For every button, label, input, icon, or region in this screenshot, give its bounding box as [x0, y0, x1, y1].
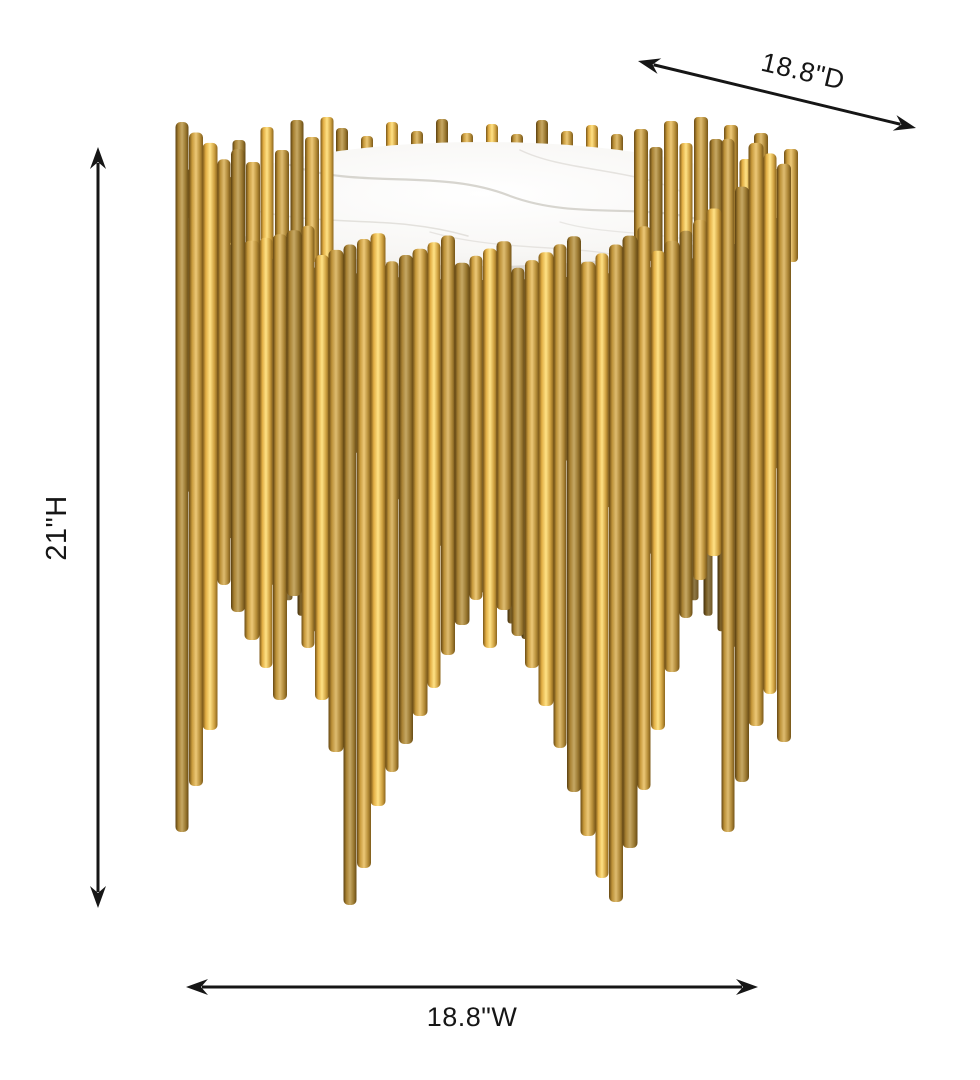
gold-rod [231, 149, 245, 612]
dimension-line [653, 63, 901, 126]
gold-rod [175, 122, 189, 832]
gold-rod [290, 120, 304, 262]
gold-rod [664, 240, 680, 672]
width-dimension-arrow: 18.8"W [186, 979, 758, 1032]
gold-rod [454, 262, 470, 625]
gold-rod [595, 253, 609, 879]
gold-rod [706, 208, 722, 556]
gold-rod [320, 117, 334, 262]
front-fringe-rods [175, 122, 791, 905]
gold-rod [679, 230, 693, 618]
gold-rod [260, 127, 274, 262]
gold-rod [511, 267, 525, 636]
gold-rod [748, 142, 764, 726]
gold-rod [202, 142, 218, 730]
gold-rod [328, 249, 344, 752]
marble-surface [205, 142, 761, 266]
gold-rod [275, 150, 289, 262]
gold-rod [246, 162, 260, 262]
height-dimension-arrow: 21"H [41, 147, 106, 908]
side-table-image [175, 117, 798, 905]
gold-rod [370, 233, 386, 806]
gold-rod [664, 121, 678, 262]
gold-rod [286, 230, 302, 596]
gold-rod [273, 234, 287, 701]
gold-rod [735, 186, 749, 783]
gold-rod [412, 248, 428, 716]
gold-rod [385, 261, 399, 772]
depth-dimension-label: 18.8"D [758, 47, 847, 96]
gold-rod [441, 235, 455, 655]
gold-rod [567, 236, 581, 792]
gold-rod [693, 219, 707, 580]
gold-rod [244, 240, 260, 640]
gold-rod [721, 138, 735, 833]
gold-rod [301, 225, 315, 649]
gold-rod [777, 163, 791, 743]
gold-rod [217, 159, 231, 586]
gold-rod [580, 261, 596, 836]
height-dimension-label: 21"H [41, 495, 73, 561]
arrowhead [892, 115, 916, 131]
width-dimension-label: 18.8"W [427, 1002, 518, 1032]
depth-dimension-arrow: 18.8"D [638, 47, 916, 131]
gold-rod [189, 132, 203, 786]
arrowhead [638, 58, 662, 74]
gold-rod [357, 239, 371, 868]
gold-rod [483, 248, 497, 648]
gold-rod [609, 244, 623, 902]
gold-rod [637, 226, 651, 791]
gold-rod [315, 255, 329, 700]
arrowhead [736, 979, 758, 995]
gold-rod [538, 252, 554, 707]
arrowhead [90, 886, 106, 908]
gold-rod [469, 255, 483, 600]
gold-rod [399, 255, 413, 744]
gold-rod [651, 250, 665, 731]
arrowhead [186, 979, 208, 995]
gold-rod [343, 244, 357, 905]
gold-rod [649, 147, 663, 262]
gold-rod [427, 242, 441, 688]
gold-rod [496, 241, 512, 610]
arrowhead [90, 147, 106, 169]
gold-rod [525, 260, 539, 668]
gold-rod [553, 244, 567, 749]
gold-rod [622, 235, 638, 849]
gold-rod [259, 237, 273, 669]
gold-rod [763, 153, 777, 694]
dimension-annotations: 21"H 18.8"D 18.8"W [41, 47, 916, 1032]
